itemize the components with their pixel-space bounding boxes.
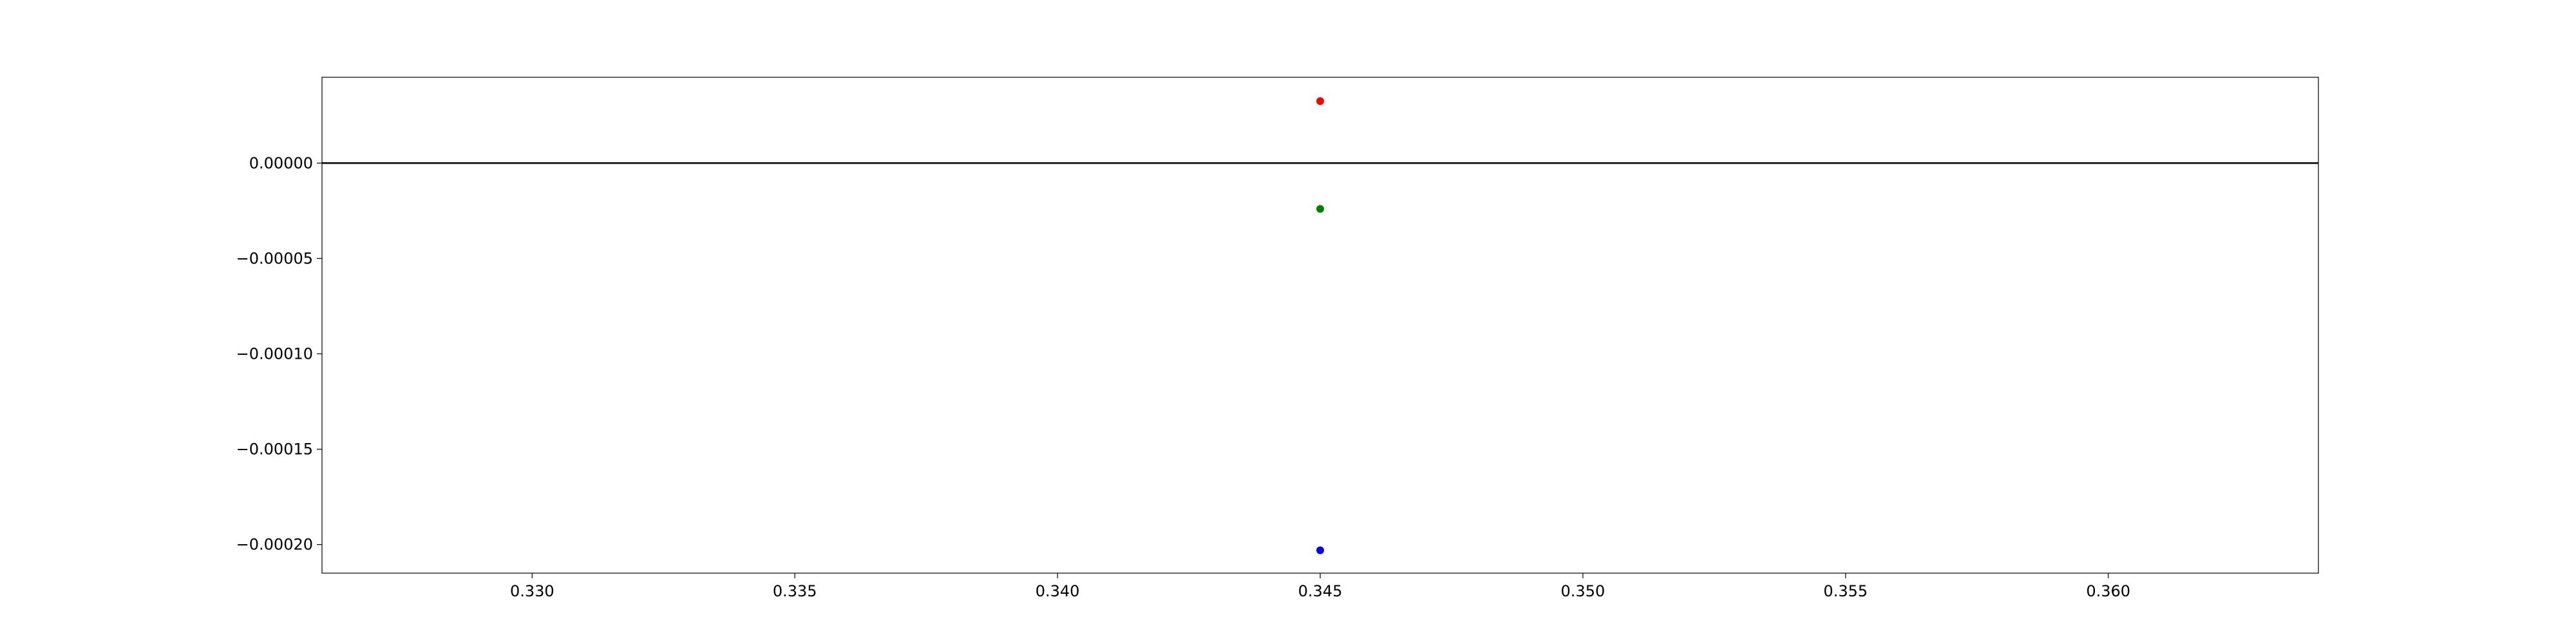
x-tick-label: 0.330	[510, 582, 554, 600]
y-tick-label: −0.00015	[236, 440, 313, 459]
x-tick-label: 0.355	[1823, 582, 1868, 600]
x-tick-label: 0.335	[773, 582, 817, 600]
plot-area	[322, 97, 2318, 554]
x-tick-label: 0.350	[1561, 582, 1605, 600]
x-tick-label: 0.345	[1298, 582, 1343, 600]
x-tick-label: 0.340	[1036, 582, 1080, 600]
axes: 0.330 0.335 0.340 0.345 0.350 0.355 0.360 0.000…	[236, 77, 2319, 600]
y-tick-label: −0.00010	[236, 345, 313, 363]
y-tick-label: 0.00000	[249, 154, 313, 172]
data-point	[1316, 97, 1324, 106]
y-tick-label: −0.00020	[236, 536, 313, 554]
data-point	[1316, 205, 1324, 213]
data-point	[1316, 546, 1324, 554]
y-tick-label: −0.00005	[236, 249, 313, 267]
plot-frame	[321, 77, 2319, 574]
x-tick-label: 0.360	[2086, 582, 2130, 600]
